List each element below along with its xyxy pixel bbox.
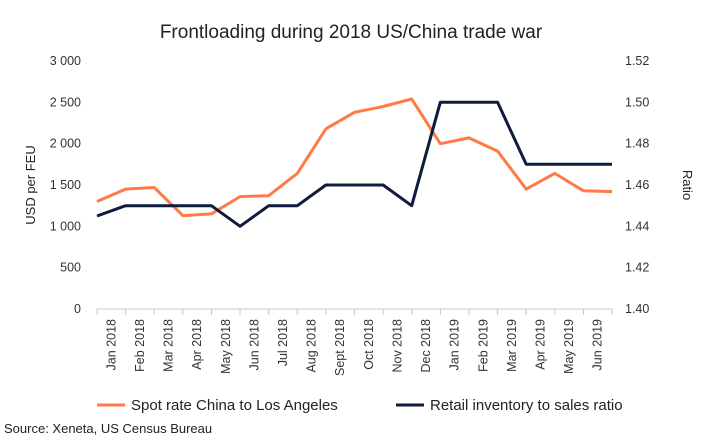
x-tick-label: May 2019 [562, 319, 576, 374]
x-tick-label: Apr 2018 [190, 319, 204, 370]
y-axis-right-label: Ratio [680, 170, 695, 200]
y-axis-left-label: USD per FEU [23, 145, 38, 224]
series-line-spot-rate [96, 97, 613, 218]
y-right-tick-label: 1.50 [625, 95, 649, 109]
x-tick-label: Jan 2019 [448, 319, 462, 370]
x-tick-label: Jul 2018 [276, 319, 290, 366]
x-tick-label: Mar 2019 [505, 319, 519, 372]
x-tick-label: Apr 2019 [533, 319, 547, 370]
chart-title: Frontloading during 2018 US/China trade … [160, 22, 543, 43]
x-tick-label: Sept 2018 [333, 319, 347, 376]
x-tick-label: Jun 2018 [247, 319, 261, 370]
y-left-tick-label: 500 [60, 261, 81, 275]
x-tick-label: Dec 2018 [419, 319, 433, 373]
y-left-tick-label: 1 000 [50, 219, 81, 233]
y-right-tick-label: 1.52 [625, 54, 649, 68]
x-tick-label: Aug 2018 [305, 319, 319, 373]
legend-label: Retail inventory to sales ratio [430, 397, 623, 414]
y-right-tick-label: 1.40 [625, 302, 649, 316]
y-right-tick-label: 1.48 [625, 137, 649, 151]
x-tick-label: Jan 2018 [104, 319, 118, 370]
frontloading-chart: Frontloading during 2018 US/China trade … [23, 22, 695, 414]
legend-label: Spot rate China to Los Angeles [131, 397, 338, 414]
x-tick-label: May 2018 [219, 319, 233, 374]
y-right-tick-label: 1.46 [625, 178, 649, 192]
y-left-tick-label: 3 000 [50, 54, 81, 68]
y-right-tick-label: 1.42 [625, 261, 649, 275]
x-tick-label: Oct 2018 [362, 319, 376, 370]
y-right-tick-label: 1.44 [625, 219, 649, 233]
series-line-inventory-ratio [96, 100, 612, 228]
y-left-tick-label: 0 [74, 302, 81, 316]
x-tick-label: Feb 2018 [133, 319, 147, 372]
source-note: Source: Xeneta, US Census Bureau [4, 421, 213, 436]
y-left-tick-label: 1 500 [50, 178, 81, 192]
x-tick-label: Feb 2019 [476, 319, 490, 372]
x-tick-label: Mar 2018 [162, 319, 176, 372]
x-tick-label: Jun 2019 [591, 319, 605, 370]
y-left-tick-label: 2 500 [50, 95, 81, 109]
x-tick-label: Nov 2018 [390, 319, 404, 373]
y-left-tick-label: 2 000 [50, 137, 81, 151]
